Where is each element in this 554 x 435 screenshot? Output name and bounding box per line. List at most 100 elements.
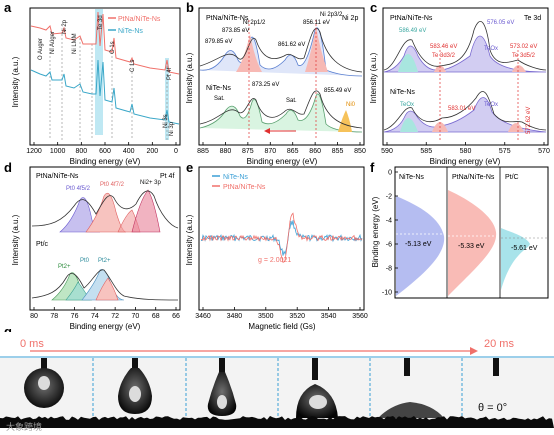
peak-label: Ni 3p [169,121,175,136]
plot-frame [29,7,181,146]
droplet-frames [24,358,499,428]
peak-label: Ni 2p1/2 [243,20,266,26]
column-label: PtNa/NiTe-Ns [452,174,495,181]
x-tick-label: 66 [172,313,180,320]
panel-letter: d [4,160,12,175]
sample-label: NiTe-Ns [206,85,231,92]
x-tick-label: 0 [174,148,178,155]
y-axis-label: Intensity (a.u.) [185,52,194,103]
x-tick-label: 850 [354,148,366,155]
peak-label: O Auger [38,38,44,60]
panel-title: Te 3d [524,15,541,22]
droplet-highlight [309,395,327,409]
center-label: -5.33 eV [458,243,485,250]
x-tick-label: 585 [420,148,432,155]
peak-label: 856.11 eV [303,20,330,26]
panel-letter: g [4,324,12,339]
x-tick-label: 860 [309,148,321,155]
sample-label: NiTe-Ns [390,89,415,96]
panel-letter: f [370,160,375,175]
fit-peak [512,65,526,72]
panel-a: a Intensity (a.u.) Binding energy (eV) O… [4,0,181,166]
x-tick-label: 70 [132,313,140,320]
panel-title: Pt 4f [160,173,174,180]
x-tick-label: 865 [287,148,299,155]
x-tick-label: 80 [30,313,38,320]
x-tick-label: 3500 [258,313,274,320]
droplet-highlight [38,376,50,390]
peak-label: Ni2+ 3p [140,180,162,186]
center-label: -5.61 eV [511,245,538,252]
time-arrow-head [470,347,478,355]
x-tick-label: 570 [538,148,550,155]
epr-spectrum-ptna [200,212,363,263]
g-factor-label: g = 2.0021 [258,257,291,264]
peak-label: Pt0 4f5/2 [66,186,91,192]
droplet [207,372,237,416]
peak-label: 573.02 eV [510,44,537,50]
legend-label: PtNa/NiTe-Ns [223,184,266,191]
plot-frame [394,166,549,299]
droplet [378,402,444,418]
center-label: -5.13 eV [405,241,432,248]
plot-frame [198,166,365,311]
panel-letter: b [186,0,194,15]
peak-label: Pt 4f [167,67,173,80]
x-tick-label: 3480 [227,313,243,320]
vb-density-ptna [448,190,497,296]
panel-letter: a [4,0,12,15]
raw-spectrum [31,269,179,301]
time-start: 0 ms [20,338,44,350]
y-tick-label: -2 [386,194,392,201]
peak-label: Sat. [214,96,225,102]
x-tick-label: 590 [381,148,393,155]
spectrum-ptna [30,11,180,75]
vb-density-ptc [501,228,530,290]
x-tick-label: 580 [460,148,472,155]
sample-label: PtNa/NiTe-Ns [206,15,249,22]
x-ticks: 80 78 76 74 72 70 68 66 [30,307,180,320]
sample-label: Pt/c [36,241,49,248]
x-tick-label: 600 [99,148,111,155]
x-tick-label: 855 [332,148,344,155]
needle [41,358,47,370]
vb-density-nite [396,196,445,296]
x-tick-label: 875 [242,148,254,155]
y-ticks: 0 -2 -4 -6 -8 -10 [382,170,398,297]
x-tick-label: 870 [264,148,276,155]
peak-label: Pt0 [80,258,90,264]
fit-peak [508,123,524,132]
panel-e: e Intensity (a.u.) Magnetic field (Gs) N… [185,160,368,331]
peak-label: 873.25 eV [252,82,279,88]
y-tick-label: -6 [386,242,392,249]
y-axis-label: Intensity (a.u.) [185,214,194,265]
y-axis-label: Intensity (a.u.) [11,56,20,107]
y-tick-label: -4 [386,218,392,225]
x-ticks: 3460 3480 3500 3520 3540 3560 [195,307,368,320]
panel-g: g 0 ms 20 ms θ = 0° 大象跨境 [0,324,554,435]
peak-label: C 1s [130,60,136,72]
fit-peak [434,65,446,72]
panel-title: Ni 2p [342,15,358,22]
peak-label: Te 3d3/2 [432,53,456,59]
spectrum-nite [30,59,180,125]
peak-label: TeOx [484,102,498,108]
x-ticks: 885 880 875 870 865 860 855 850 [197,142,366,155]
fit-curve [199,27,363,77]
x-tick-label: 68 [152,313,160,320]
needle [219,358,225,372]
needle [132,358,138,368]
column-label: Pt/C [505,174,519,181]
fit-peak [85,192,127,233]
x-tick-label: 76 [71,313,79,320]
peak-label: Ni 2p [62,19,68,34]
raw-spectrum [383,91,547,131]
x-tick-label: 885 [197,148,209,155]
contact-angle: θ = 0° [478,402,507,414]
fit-curve [199,93,363,133]
time-end: 20 ms [484,338,514,350]
peak-label: Sat. [286,98,297,104]
peak-label: Te 3d5/2 [512,53,536,59]
peak-label: Pt2+ [98,258,111,264]
raw-spectrum [31,190,179,229]
